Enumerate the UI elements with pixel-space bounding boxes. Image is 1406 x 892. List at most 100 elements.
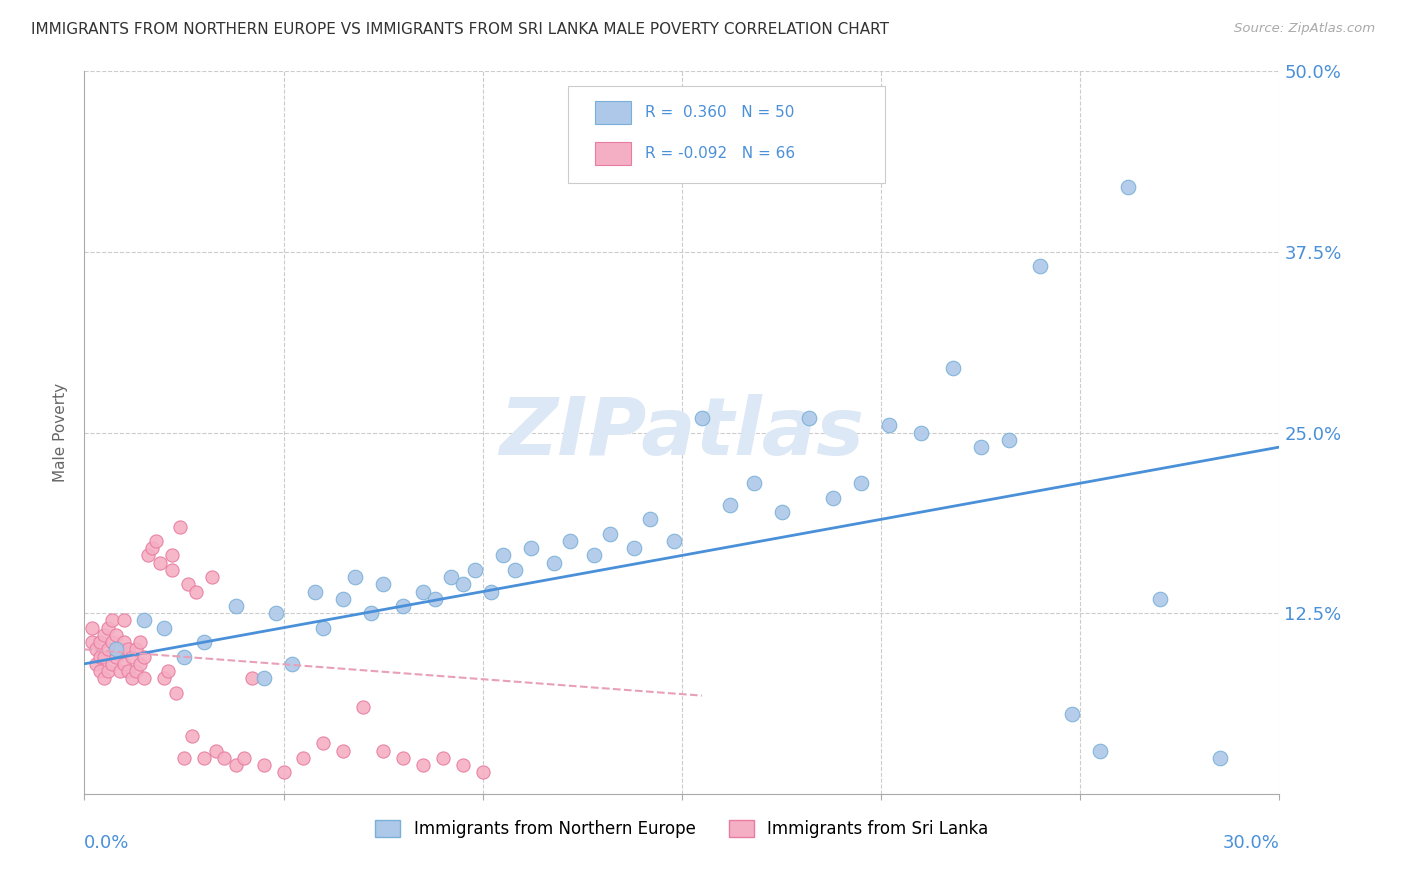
Point xyxy=(451,577,474,591)
Text: R =  0.360   N = 50: R = 0.360 N = 50 xyxy=(645,105,794,120)
Point xyxy=(464,563,486,577)
Point xyxy=(125,642,148,657)
Point xyxy=(718,498,741,512)
Point xyxy=(742,476,765,491)
Text: 30.0%: 30.0% xyxy=(1223,834,1279,852)
Point xyxy=(97,664,120,678)
Point xyxy=(823,491,845,505)
Point xyxy=(280,657,302,671)
Point xyxy=(479,584,502,599)
Point xyxy=(373,577,395,591)
Point xyxy=(181,729,204,743)
Point xyxy=(471,765,494,780)
Point xyxy=(1149,591,1171,606)
Text: ZIPatlas: ZIPatlas xyxy=(499,393,865,472)
Point xyxy=(201,570,224,584)
Point xyxy=(105,642,128,657)
Point xyxy=(110,664,132,678)
Point xyxy=(93,649,115,664)
Point xyxy=(82,621,104,635)
Point xyxy=(117,642,139,657)
Point xyxy=(153,621,176,635)
Text: IMMIGRANTS FROM NORTHERN EUROPE VS IMMIGRANTS FROM SRI LANKA MALE POVERTY CORREL: IMMIGRANTS FROM NORTHERN EUROPE VS IMMIG… xyxy=(31,22,889,37)
Point xyxy=(105,628,128,642)
Point xyxy=(141,541,163,556)
Point xyxy=(662,533,685,548)
Bar xyxy=(595,143,630,165)
Point xyxy=(205,743,228,757)
Point xyxy=(360,607,382,621)
Point xyxy=(770,505,793,519)
Point xyxy=(110,642,132,657)
Point xyxy=(503,563,526,577)
Point xyxy=(173,751,195,765)
Point xyxy=(105,649,128,664)
Point xyxy=(599,526,621,541)
Point xyxy=(86,642,108,657)
Point xyxy=(212,751,235,765)
Point xyxy=(543,556,565,570)
Point xyxy=(332,591,354,606)
Point xyxy=(332,743,354,757)
Point xyxy=(153,671,176,685)
Point xyxy=(125,664,148,678)
Point xyxy=(392,599,415,613)
Point xyxy=(160,549,183,563)
Point xyxy=(292,751,315,765)
Point xyxy=(101,635,124,649)
Point xyxy=(451,758,474,772)
Text: R = -0.092   N = 66: R = -0.092 N = 66 xyxy=(645,146,794,161)
Point xyxy=(132,671,156,685)
Point xyxy=(942,360,965,375)
Text: 0.0%: 0.0% xyxy=(84,834,129,852)
Point xyxy=(184,584,207,599)
Point xyxy=(101,614,124,628)
Point xyxy=(264,607,287,621)
Point xyxy=(583,549,606,563)
Point xyxy=(253,671,276,685)
Point xyxy=(89,635,111,649)
Point xyxy=(638,512,661,526)
Point xyxy=(373,743,395,757)
Point xyxy=(112,614,135,628)
Point xyxy=(157,664,180,678)
Point xyxy=(165,686,187,700)
Point xyxy=(412,758,434,772)
Point xyxy=(129,635,152,649)
Point xyxy=(89,664,111,678)
Point xyxy=(93,628,115,642)
Point xyxy=(121,671,143,685)
Point xyxy=(440,570,463,584)
Point xyxy=(97,621,120,635)
Point xyxy=(136,549,159,563)
Point xyxy=(1116,180,1139,194)
Point xyxy=(412,584,434,599)
Point xyxy=(89,649,111,664)
Text: Source: ZipAtlas.com: Source: ZipAtlas.com xyxy=(1234,22,1375,36)
Point xyxy=(623,541,645,556)
Point xyxy=(132,649,156,664)
Legend: Immigrants from Northern Europe, Immigrants from Sri Lanka: Immigrants from Northern Europe, Immigra… xyxy=(368,814,995,845)
Point xyxy=(352,700,374,714)
Point xyxy=(1209,751,1232,765)
Point xyxy=(177,577,200,591)
Point xyxy=(145,533,167,548)
Point xyxy=(970,440,993,454)
Point xyxy=(97,642,120,657)
Point xyxy=(344,570,367,584)
Point xyxy=(112,635,135,649)
Point xyxy=(273,765,295,780)
Point xyxy=(193,635,215,649)
Y-axis label: Male Poverty: Male Poverty xyxy=(53,383,69,483)
Point xyxy=(519,541,541,556)
Point xyxy=(312,736,335,750)
FancyBboxPatch shape xyxy=(568,86,886,184)
Point xyxy=(1062,707,1084,722)
Point xyxy=(225,599,247,613)
Point xyxy=(132,614,156,628)
Point xyxy=(432,751,454,765)
Point xyxy=(240,671,263,685)
Point xyxy=(851,476,873,491)
Point xyxy=(169,519,191,533)
Point xyxy=(799,411,821,425)
